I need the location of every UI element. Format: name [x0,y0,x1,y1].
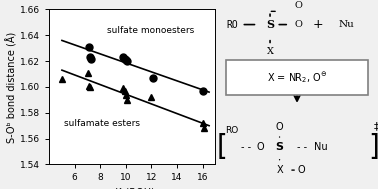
Text: O: O [257,143,264,152]
Y-axis label: S-Oᵇ bond distance (Å): S-Oᵇ bond distance (Å) [6,31,17,143]
Text: X: X [266,46,274,56]
Text: sulfamate esters: sulfamate esters [65,119,141,128]
Text: +: + [312,18,323,31]
Text: sulfate monoesters: sulfate monoesters [107,26,194,35]
Text: - -: - - [241,143,251,152]
Text: ‡: ‡ [374,122,378,132]
Text: O: O [295,1,302,10]
Text: X: X [276,165,283,175]
Text: - -: - - [297,143,307,152]
Text: S: S [266,19,274,30]
Text: X = NR$_2$, O$^{\ominus}$: X = NR$_2$, O$^{\ominus}$ [267,70,327,85]
Text: RO: RO [225,126,239,135]
Text: RO: RO [226,20,238,29]
Text: O: O [295,20,302,29]
Text: S: S [276,143,284,152]
Text: [: [ [217,133,228,161]
Text: O: O [276,122,284,132]
FancyBboxPatch shape [226,60,369,94]
Text: ]: ] [368,133,378,161]
Text: O: O [298,165,305,175]
Text: Nu: Nu [314,143,328,152]
Text: Nu: Nu [338,20,354,29]
X-axis label: pKₐ(ROH): pKₐ(ROH) [109,188,155,189]
